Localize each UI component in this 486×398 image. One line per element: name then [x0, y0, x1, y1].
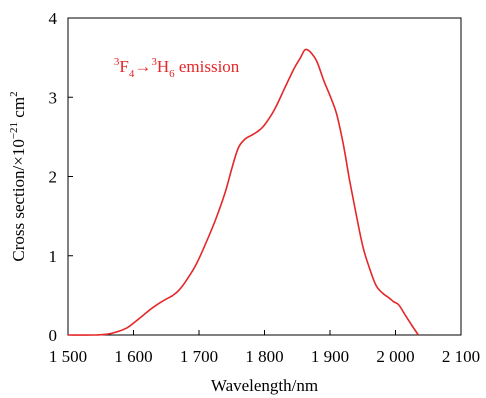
x-tick-label: 1 900: [311, 347, 349, 366]
y-tick-label: 3: [49, 88, 58, 107]
y-tick-label: 2: [49, 168, 58, 187]
y-tick-label: 4: [49, 9, 58, 28]
transition-annotation: 3F4→3H6 emission: [114, 56, 240, 80]
y-tick-label: 1: [49, 247, 58, 266]
x-tick-label: 2 100: [442, 347, 480, 366]
y-tick-label: 0: [49, 326, 58, 345]
x-tick-label: 1 800: [245, 347, 283, 366]
y-axis-ticks: 0 1 2 3 4: [49, 9, 73, 345]
x-axis-ticks: 1 500 1 600 1 700 1 800 1 900 2 000 2 100: [49, 330, 480, 366]
x-tick-label: 1 700: [180, 347, 218, 366]
y-axis-title: Cross section/×10−21 cm2: [8, 91, 28, 261]
x-tick-label: 2 000: [376, 347, 414, 366]
x-tick-label: 1 600: [114, 347, 152, 366]
x-tick-label: 1 500: [49, 347, 87, 366]
x-axis-title: Wavelength/nm: [211, 376, 318, 395]
emission-cross-section-line: [67, 48, 420, 336]
